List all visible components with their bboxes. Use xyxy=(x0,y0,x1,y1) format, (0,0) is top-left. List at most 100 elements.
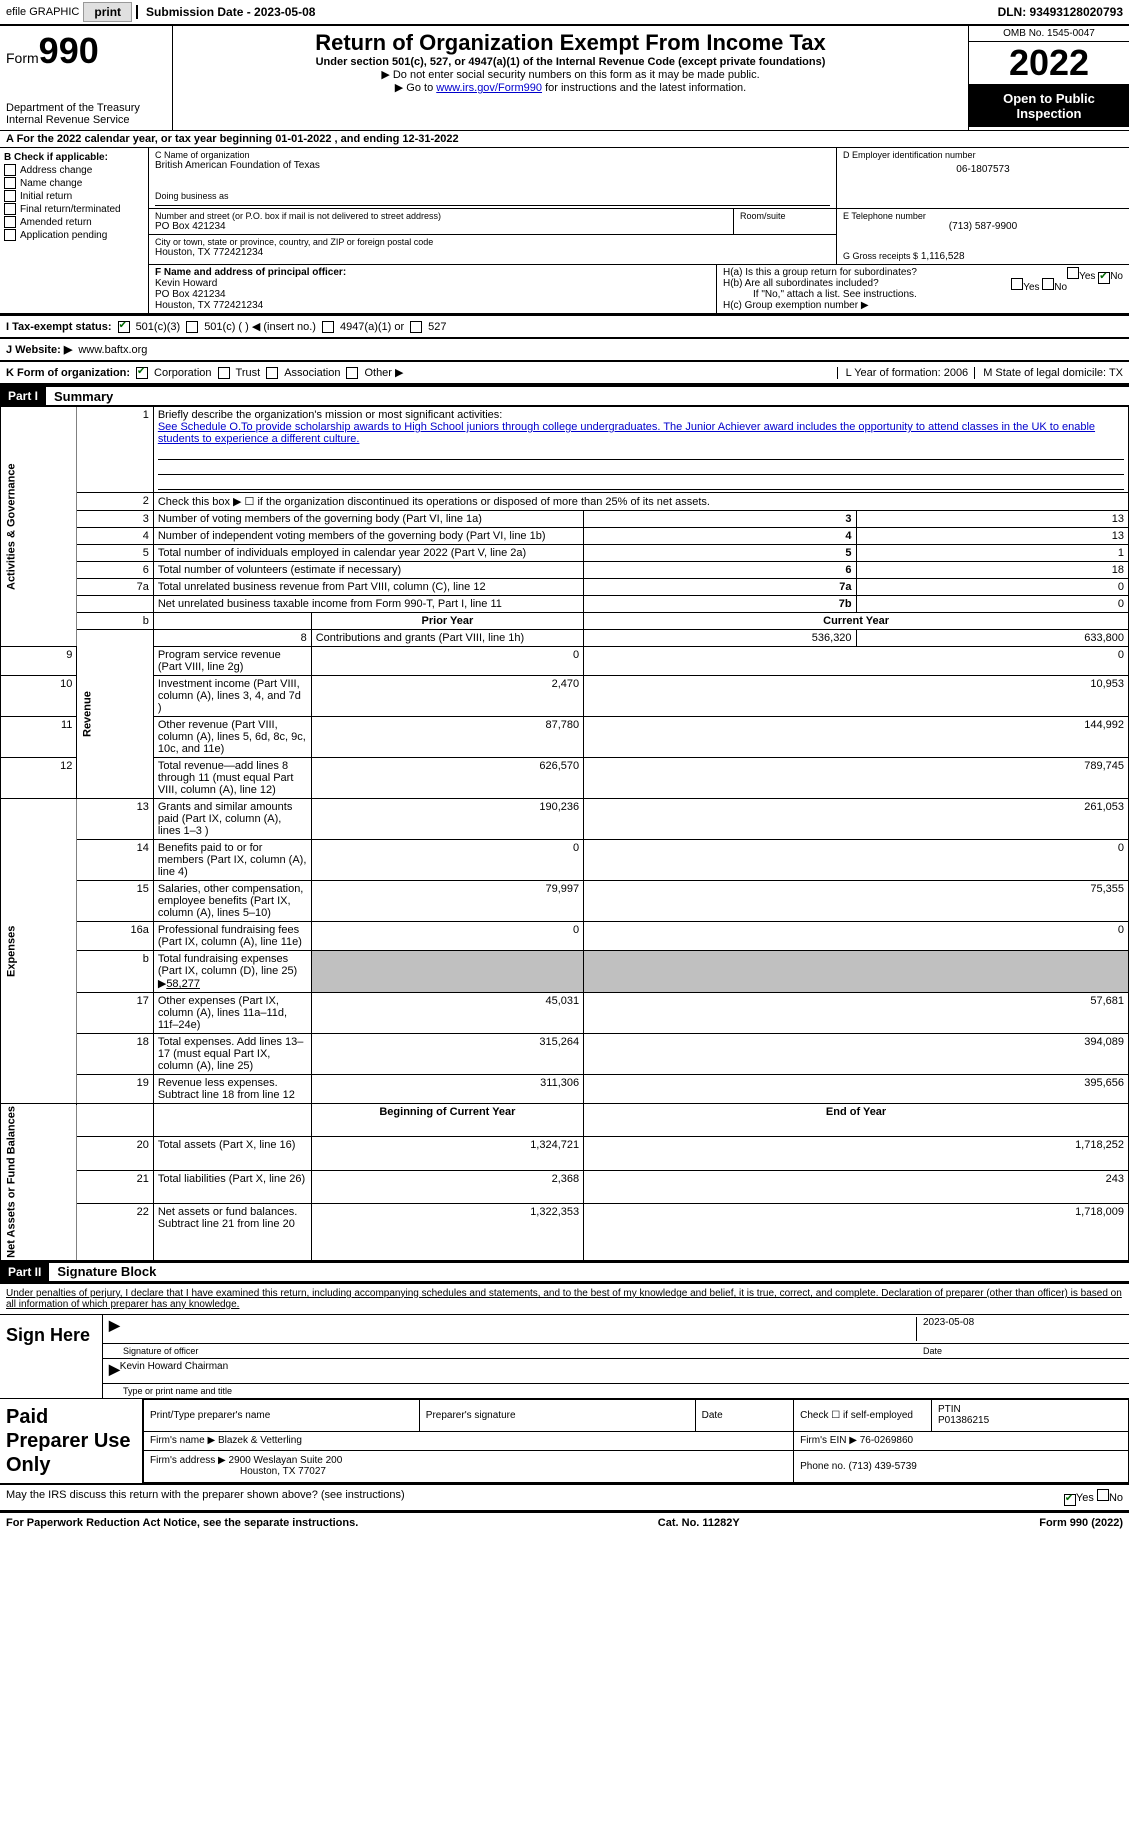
cb-initial-return[interactable]: Initial return xyxy=(4,190,144,202)
section-a: A For the 2022 calendar year, or tax yea… xyxy=(0,131,1129,148)
gross-label: G Gross receipts $ xyxy=(843,251,918,261)
row-j-label: J Website: ▶ xyxy=(6,343,72,356)
col-b: B Check if applicable: Address change Na… xyxy=(0,148,149,313)
firm-addr1: 2900 Weslayan Suite 200 xyxy=(229,1455,343,1466)
footer-mid: Cat. No. 11282Y xyxy=(658,1517,740,1529)
note-ssn: ▶ Do not enter social security numbers o… xyxy=(179,68,962,81)
officer-label: F Name and address of principal officer: xyxy=(155,267,710,278)
part2-title: Signature Block xyxy=(49,1264,156,1279)
ein-label: D Employer identification number xyxy=(843,150,1123,160)
preparer-grid: Paid Preparer Use Only Print/Type prepar… xyxy=(0,1399,1129,1485)
row-k-label: K Form of organization: xyxy=(6,367,130,379)
tax-year: 2022 xyxy=(969,42,1129,85)
firm-ein: 76-0269860 xyxy=(860,1435,913,1446)
discuss-text: May the IRS discuss this return with the… xyxy=(6,1489,405,1506)
hc-row: H(c) Group exemption number ▶ xyxy=(723,300,1123,311)
print-button[interactable]: print xyxy=(83,2,132,22)
phone-label: E Telephone number xyxy=(843,211,1123,221)
officer-name-title: Kevin Howard Chairman xyxy=(120,1361,228,1381)
cb-final-return[interactable]: Final return/terminated xyxy=(4,203,144,215)
side-revenue: Revenue xyxy=(77,630,153,799)
discuss-row: May the IRS discuss this return with the… xyxy=(0,1485,1129,1512)
side-activities: Activities & Governance xyxy=(1,407,77,647)
form-id-box: Form990 Department of the Treasury Inter… xyxy=(0,26,173,130)
room-label: Room/suite xyxy=(740,211,830,221)
dba-label: Doing business as xyxy=(155,191,830,206)
form-title: Return of Organization Exempt From Incom… xyxy=(179,30,962,56)
hb-row: H(b) Are all subordinates included? Yes … xyxy=(723,278,1123,289)
org-name-label: C Name of organization xyxy=(155,150,830,160)
self-employed: Check ☐ if self-employed xyxy=(794,1399,932,1431)
irs-label: Internal Revenue Service xyxy=(6,114,166,126)
top-bar: efile GRAPHIC print Submission Date - 20… xyxy=(0,0,1129,26)
part2-header: Part II Signature Block xyxy=(0,1261,1129,1282)
ptin-value: P01386215 xyxy=(938,1415,989,1426)
note-goto: ▶ Go to www.irs.gov/Form990 for instruct… xyxy=(179,81,962,94)
ha-no-checked xyxy=(1098,272,1110,284)
part1-label: Part I xyxy=(0,387,46,405)
dept-treasury: Department of the Treasury xyxy=(6,102,166,114)
cb-501c3 xyxy=(118,321,130,333)
efile-label: efile GRAPHIC xyxy=(6,6,79,18)
row-i-label: I Tax-exempt status: xyxy=(6,321,112,333)
form-header: Form990 Department of the Treasury Inter… xyxy=(0,26,1129,131)
ptin-label: PTIN xyxy=(938,1404,961,1415)
paid-preparer-label: Paid Preparer Use Only xyxy=(0,1399,143,1483)
cb-name-change[interactable]: Name change xyxy=(4,177,144,189)
firm-name-label: Firm's name ▶ xyxy=(150,1435,215,1446)
m-label: M State of legal domicile: xyxy=(983,367,1106,379)
form-number: 990 xyxy=(39,30,99,71)
part2-label: Part II xyxy=(0,1263,49,1281)
officer-city: Houston, TX 772421234 xyxy=(155,300,710,311)
firm-addr2: Houston, TX 77027 xyxy=(150,1466,326,1477)
footer-right: Form 990 (2022) xyxy=(1039,1517,1123,1529)
open-public: Open to Public Inspection xyxy=(969,85,1129,127)
arrow-icon: ▶ xyxy=(109,1361,120,1381)
cb-app-pending[interactable]: Application pending xyxy=(4,229,144,241)
city-label: City or town, state or province, country… xyxy=(155,237,830,247)
cb-address-change[interactable]: Address change xyxy=(4,164,144,176)
row-j: J Website: ▶ www.baftx.org xyxy=(0,338,1129,361)
m-value: TX xyxy=(1109,367,1123,379)
org-name: British American Foundation of Texas xyxy=(155,160,830,171)
line1-text: See Schedule O.To provide scholarship aw… xyxy=(158,421,1095,445)
sign-here-label: Sign Here xyxy=(0,1315,103,1398)
type-name-label: Type or print name and title xyxy=(109,1386,232,1396)
col-cdef: C Name of organization British American … xyxy=(149,148,1129,313)
website-value: www.baftx.org xyxy=(78,344,147,356)
line1-label: Briefly describe the organization's miss… xyxy=(158,409,502,421)
prep-name-label: Print/Type preparer's name xyxy=(144,1399,420,1431)
line2: Check this box ▶ ☐ if the organization d… xyxy=(153,493,1128,511)
firm-addr-label: Firm's address ▶ xyxy=(150,1455,226,1466)
gross-value: 1,116,528 xyxy=(921,251,965,262)
irs-link[interactable]: www.irs.gov/Form990 xyxy=(436,82,542,94)
dln-label: DLN: 93493128020793 xyxy=(998,5,1123,19)
firm-ein-label: Firm's EIN ▶ xyxy=(800,1435,857,1446)
part1-header: Part I Summary xyxy=(0,385,1129,406)
date-label: Date xyxy=(695,1399,794,1431)
year-box: OMB No. 1545-0047 2022 Open to Public In… xyxy=(969,26,1129,130)
cb-amended[interactable]: Amended return xyxy=(4,216,144,228)
firm-phone-label: Phone no. xyxy=(800,1461,846,1472)
firm-phone: (713) 439-5739 xyxy=(848,1461,916,1472)
cb-corp xyxy=(136,367,148,379)
submission-date: Submission Date - 2023-05-08 xyxy=(136,5,315,19)
ein-value: 06-1807573 xyxy=(843,164,1123,175)
entity-info-grid: B Check if applicable: Address change Na… xyxy=(0,148,1129,315)
side-netassets: Net Assets or Fund Balances xyxy=(1,1104,77,1261)
omb-number: OMB No. 1545-0047 xyxy=(969,26,1129,42)
form-subtitle: Under section 501(c), 527, or 4947(a)(1)… xyxy=(179,56,962,68)
declaration-text: Under penalties of perjury, I declare th… xyxy=(0,1282,1129,1314)
part1-title: Summary xyxy=(46,389,113,404)
ha-row: H(a) Is this a group return for subordin… xyxy=(723,267,1123,278)
sign-here-grid: Sign Here ▶ 2023-05-08 Signature of offi… xyxy=(0,1314,1129,1399)
firm-name: Blazek & Vetterling xyxy=(218,1435,302,1446)
sig-date-value: 2023-05-08 xyxy=(916,1317,1123,1341)
col-b-header: B Check if applicable: xyxy=(4,152,144,163)
arrow-icon: ▶ xyxy=(109,1317,120,1341)
side-expenses: Expenses xyxy=(1,799,77,1104)
form-word: Form xyxy=(6,50,39,66)
phone-value: (713) 587-9900 xyxy=(843,221,1123,232)
officer-street: PO Box 421234 xyxy=(155,289,710,300)
l-label: L Year of formation: xyxy=(846,367,941,379)
